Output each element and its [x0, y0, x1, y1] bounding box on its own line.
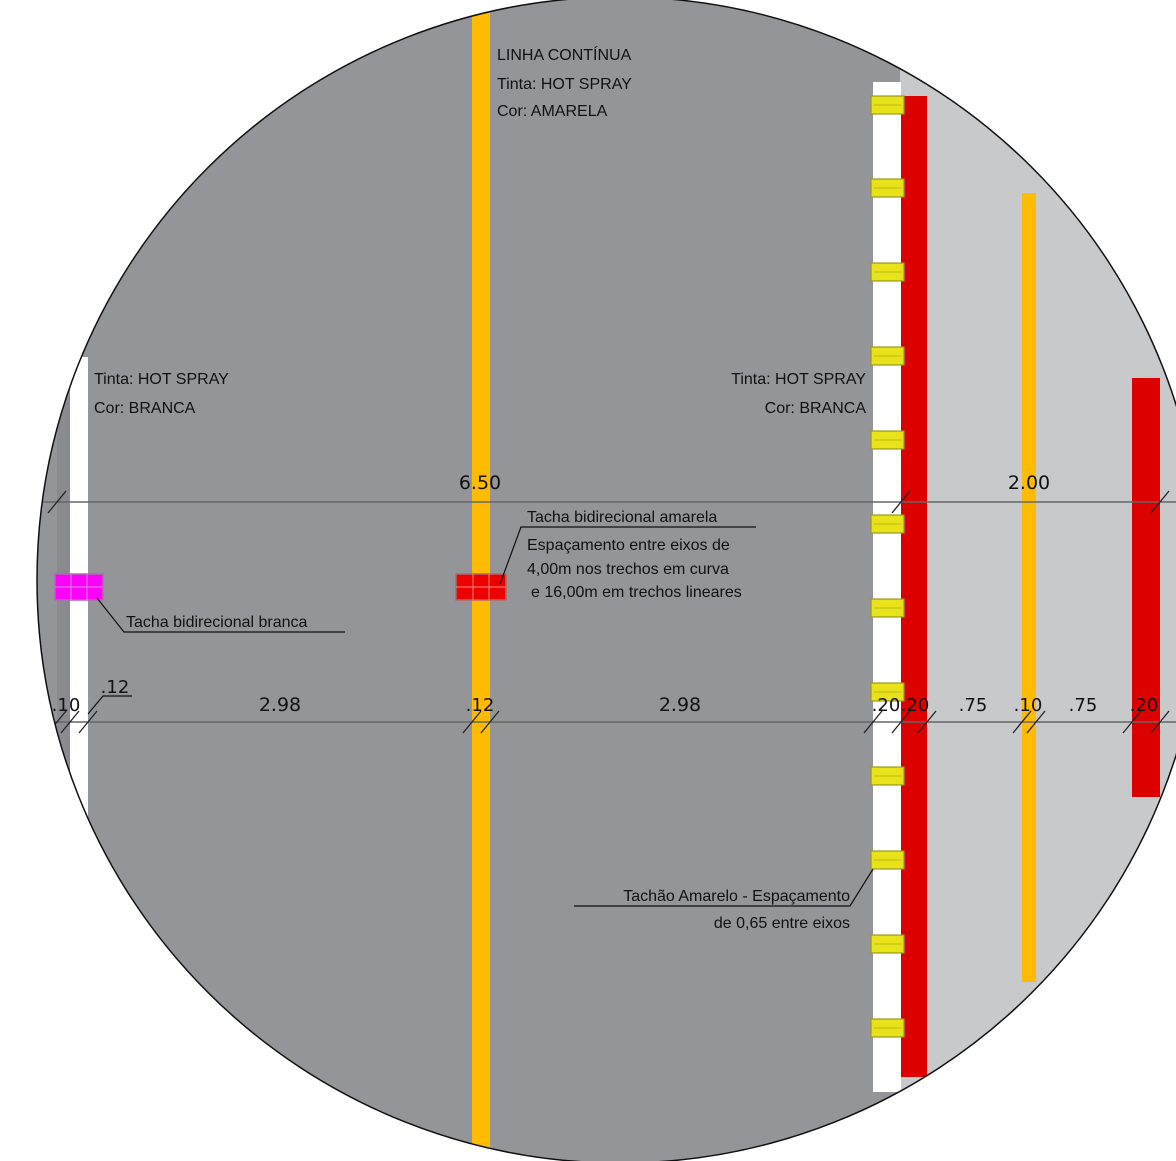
right-edge-annotation: Tinta: HOT SPRAY Cor: BRANCA	[731, 371, 866, 417]
white-stud-label: Tacha bidirecional branca	[126, 614, 308, 631]
right-white-edge-line	[873, 82, 901, 1092]
dim-left-lane: 2.98	[259, 694, 301, 716]
yellow-stud-spacing-1: Espaçamento entre eixos de	[527, 537, 730, 554]
dim-shoulder-yellow-line: .10	[1014, 695, 1043, 716]
dimension-tick	[863, 710, 883, 734]
dim-012-leader	[87, 695, 132, 715]
dim-red-edge-strip: .20	[901, 695, 930, 716]
dimension-ticks	[47, 490, 1170, 734]
dimension-tick	[1122, 710, 1142, 734]
center-line-title: LINHA CONTÍNUA	[497, 45, 632, 64]
yellow-stud-leader	[499, 526, 756, 585]
right-edge-color: Cor: BRANCA	[765, 400, 867, 417]
dim-shoulder-gap-1: .75	[959, 695, 988, 716]
dim-shoulder-gap-2: .75	[1069, 695, 1098, 716]
yellow-bidirectional-stud	[455, 573, 507, 601]
left-edge-color: Cor: BRANCA	[94, 400, 196, 417]
center-line-annotation: LINHA CONTÍNUA Tinta: HOT SPRAY Cor: AMA…	[497, 45, 632, 120]
left-edge-annotation: Tinta: HOT SPRAY Cor: BRANCA	[94, 371, 229, 417]
dim-top-lane-width: 6.50	[459, 472, 501, 494]
dimension-tick	[917, 710, 937, 734]
dimension-tick	[60, 710, 80, 734]
dimension-tick	[47, 490, 67, 514]
tachao-title: Tachão Amarelo - Espaçamento	[623, 888, 850, 905]
tachao-leader	[574, 868, 874, 907]
yellow-stud-annotation: Tacha bidirecional amarela Espaçamento e…	[527, 509, 742, 601]
right-edge-paint: Tinta: HOT SPRAY	[731, 371, 866, 388]
dim-top-shoulder-width: 2.00	[1008, 472, 1050, 494]
detail-circle-border	[36, 0, 1176, 1161]
yellow-stud-spacing-2: 4,00m nos trechos em curva	[527, 561, 729, 578]
yellow-stud-spacing-3: e 16,00m em trechos lineares	[531, 584, 742, 601]
dim-red-outer-strip: .20	[1130, 695, 1159, 716]
dimension-tick	[1026, 710, 1046, 734]
tachao-annotation: Tachão Amarelo - Espaçamento de 0,65 ent…	[623, 888, 850, 932]
dimension-tick	[1012, 710, 1032, 734]
dim-center-line: .12	[466, 695, 495, 716]
dim-right-lane: 2.98	[659, 694, 701, 716]
red-outer-strip	[1132, 378, 1160, 797]
dimension-tick	[1150, 710, 1170, 734]
yellow-stud-title: Tacha bidirecional amarela	[527, 509, 717, 526]
white-bidirectional-stud	[54, 573, 104, 601]
tachao-group	[870, 95, 905, 1038]
center-line-paint: Tinta: HOT SPRAY	[497, 76, 632, 93]
yellow-shoulder-line	[1022, 193, 1036, 982]
dim-left-strip: .10	[52, 695, 81, 716]
dim-right-white-line: .20	[872, 695, 901, 716]
left-edge-paint: Tinta: HOT SPRAY	[94, 371, 229, 388]
dim-left-white-line: .12	[101, 677, 130, 698]
red-edge-strip	[901, 96, 927, 1077]
dimension-tick	[1150, 490, 1170, 514]
tachao-spacing: de 0,65 entre eixos	[714, 915, 850, 932]
dimension-tick	[462, 710, 482, 734]
dimension-tick	[891, 490, 911, 514]
dimension-tick	[480, 710, 500, 734]
dimension-tick	[891, 710, 911, 734]
white-stud-leader	[96, 597, 345, 633]
asphalt-carriageway	[37, 0, 900, 1161]
center-line-color: Cor: AMARELA	[497, 103, 608, 120]
dimension-tick	[78, 710, 98, 734]
